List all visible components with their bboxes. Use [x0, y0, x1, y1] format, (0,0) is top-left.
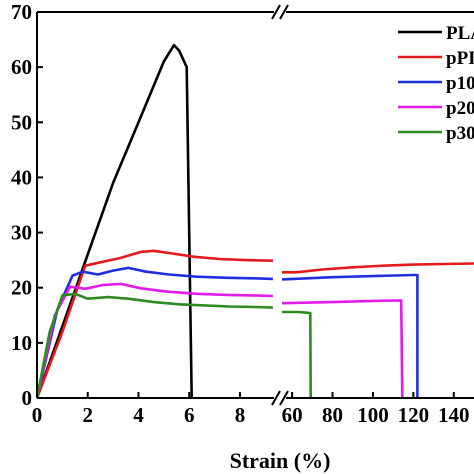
series-line-p20-right [282, 299, 404, 399]
series-line-p10-right [282, 273, 419, 398]
x-tick-label: 120 [398, 403, 430, 427]
series-line-p10-left [37, 266, 273, 399]
x-tick-label: 0 [32, 403, 43, 427]
y-tick-label: 30 [11, 221, 32, 245]
axis-break-mark [279, 390, 289, 406]
y-tick-label: 70 [11, 0, 32, 24]
legend-label-p20: p20 [446, 98, 474, 119]
y-tick-label: 40 [11, 165, 32, 189]
y-tick-label: 0 [22, 386, 33, 410]
y-tick-label: 20 [11, 276, 32, 300]
x-tick-label: 140 [438, 403, 470, 427]
series-line-p30-left [37, 292, 273, 399]
x-axis-label: Strain (%) [230, 448, 331, 473]
y-tick-label: 50 [11, 110, 32, 134]
x-tick-label: 4 [133, 403, 144, 427]
x-tick-label: 80 [322, 403, 343, 427]
x-tick-label: 8 [235, 403, 246, 427]
series-line-p20-left [37, 282, 273, 399]
x-tick-label: 60 [282, 403, 303, 427]
axis-break-mark [271, 390, 281, 406]
x-tick-label: 2 [82, 403, 93, 427]
legend-label-ppi: pPI [446, 48, 474, 69]
x-tick-label: 6 [184, 403, 195, 427]
legend-label-p10: p10 [446, 73, 474, 94]
x-tick-label: 100 [357, 403, 389, 427]
series-line-ppi-right [282, 262, 474, 274]
y-tick-label: 60 [11, 55, 32, 79]
legend: PLA pPI p10 p20 p30 [398, 23, 474, 144]
legend-label-p30: p30 [446, 123, 474, 144]
series-line-p30-right [282, 310, 312, 399]
axis-break-mark [271, 4, 281, 20]
axis-break-mark [279, 4, 289, 20]
series-line-pla-left [37, 43, 193, 399]
y-tick-label: 10 [11, 331, 32, 355]
axes: 0 10 20 30 40 50 60 70 0 2 4 6 8 60 80 100 120 140 [11, 0, 474, 427]
series-line-ppi-left [37, 249, 273, 399]
legend-label-pla: PLA [446, 23, 474, 44]
series-layer [37, 43, 474, 399]
